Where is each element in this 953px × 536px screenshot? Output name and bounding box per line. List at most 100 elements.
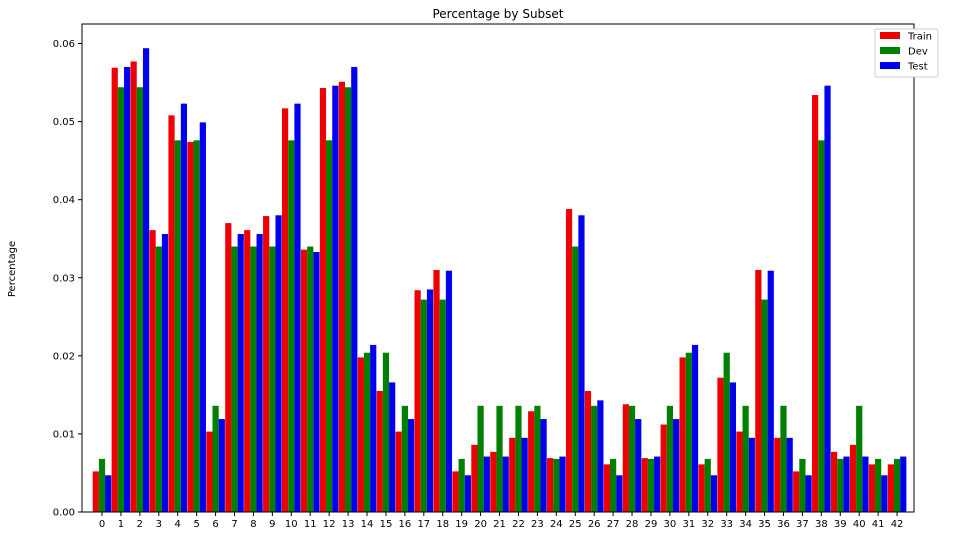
bar-train-12 <box>319 88 327 512</box>
bar-train-36 <box>774 437 781 512</box>
bar-test-35 <box>767 270 774 512</box>
bar-dev-0 <box>98 458 106 512</box>
bar-test-18 <box>445 270 453 512</box>
bar-test-41 <box>881 475 888 512</box>
bar-dev-24 <box>553 458 560 512</box>
bar-test-11 <box>313 251 320 513</box>
bar-dev-33 <box>723 352 730 512</box>
bar-train-6 <box>206 431 213 512</box>
bar-train-8 <box>244 230 251 512</box>
bar-dev-4 <box>174 140 181 512</box>
bar-train-19 <box>452 471 459 512</box>
x-tick-label: 12 <box>323 519 336 530</box>
bar-dev-42 <box>893 458 901 512</box>
bar-dev-35 <box>761 299 768 512</box>
chart-title: Percentage by Subset <box>432 7 563 21</box>
bar-train-15 <box>376 390 383 512</box>
bar-train-34 <box>736 431 743 512</box>
bar-train-17 <box>414 290 421 512</box>
x-tick-label: 19 <box>455 519 468 530</box>
bar-test-8 <box>256 234 263 513</box>
x-tick-label: 33 <box>720 519 733 530</box>
bar-test-19 <box>464 475 471 512</box>
y-tick-label: 0.00 <box>53 508 75 519</box>
x-tick-label: 13 <box>342 519 355 530</box>
plot-frame <box>81 23 915 513</box>
bar-train-13 <box>338 81 345 512</box>
bar-dev-7 <box>231 246 238 512</box>
x-tick-label: 29 <box>645 519 658 530</box>
x-tick-label: 6 <box>212 519 218 530</box>
bar-test-34 <box>748 437 755 512</box>
bar-dev-14 <box>363 352 371 512</box>
y-tick-label: 0.01 <box>53 429 75 440</box>
bar-test-38 <box>824 85 831 513</box>
y-tick-label: 0.02 <box>53 351 75 362</box>
bar-test-30 <box>673 419 680 512</box>
bar-test-26 <box>597 400 604 512</box>
bar-dev-8 <box>250 246 257 512</box>
bar-test-21 <box>502 456 509 512</box>
bar-test-25 <box>578 215 585 513</box>
x-tick-label: 37 <box>796 519 809 530</box>
bar-test-10 <box>294 103 301 512</box>
bar-dev-13 <box>344 87 352 513</box>
bar-train-22 <box>509 437 516 512</box>
bar-dev-38 <box>818 140 825 512</box>
bar-train-3 <box>149 230 156 512</box>
bar-test-24 <box>559 456 566 512</box>
bar-train-40 <box>849 444 857 512</box>
x-tick-label: 2 <box>137 519 143 530</box>
bar-train-23 <box>528 411 535 512</box>
x-tick-label: 21 <box>493 519 506 530</box>
bar-test-7 <box>237 234 244 513</box>
bar-dev-18 <box>439 299 446 512</box>
bar-test-36 <box>786 437 793 512</box>
bar-train-1 <box>111 67 118 512</box>
x-tick-label: 10 <box>285 519 298 530</box>
bar-train-2 <box>130 61 137 512</box>
bar-dev-23 <box>534 405 541 512</box>
bar-test-15 <box>389 382 396 512</box>
bars-layer <box>92 48 907 513</box>
bar-train-21 <box>490 451 497 512</box>
bar-test-28 <box>635 419 642 512</box>
bar-test-1 <box>124 66 131 512</box>
bar-dev-26 <box>591 405 598 512</box>
x-tick-label: 42 <box>891 519 904 530</box>
bar-train-37 <box>793 471 800 512</box>
bar-train-25 <box>565 209 573 513</box>
legend-label-train: Train <box>907 32 932 43</box>
x-tick-label: 15 <box>380 519 393 530</box>
bar-test-27 <box>616 475 623 512</box>
bar-train-14 <box>357 357 364 512</box>
bar-test-14 <box>370 344 377 512</box>
bar-dev-28 <box>628 405 636 512</box>
x-tick-label: 26 <box>588 519 601 530</box>
bar-dev-11 <box>307 246 314 512</box>
bar-train-26 <box>584 390 592 512</box>
bar-train-18 <box>433 269 440 512</box>
bar-test-3 <box>161 234 169 513</box>
x-tick-label: 35 <box>758 519 771 530</box>
bar-test-2 <box>142 48 150 512</box>
bar-train-4 <box>168 115 175 512</box>
bar-train-35 <box>755 269 762 512</box>
bar-dev-30 <box>666 405 673 512</box>
x-tick-label: 7 <box>231 519 237 530</box>
bar-train-38 <box>812 95 819 513</box>
bar-dev-5 <box>193 140 200 512</box>
x-tick-label: 20 <box>474 519 487 530</box>
bar-dev-20 <box>477 405 484 512</box>
bar-train-42 <box>887 464 894 512</box>
x-tick-label: 18 <box>436 519 449 530</box>
bar-train-29 <box>641 458 648 512</box>
x-tick-label: 24 <box>550 519 563 530</box>
bar-train-39 <box>830 451 838 512</box>
bar-test-5 <box>199 122 206 512</box>
bar-train-11 <box>300 249 308 512</box>
x-tick-label: 9 <box>269 519 275 530</box>
x-tick-label: 39 <box>834 519 847 530</box>
x-tick-label: 5 <box>193 519 199 530</box>
bar-test-40 <box>862 456 869 512</box>
